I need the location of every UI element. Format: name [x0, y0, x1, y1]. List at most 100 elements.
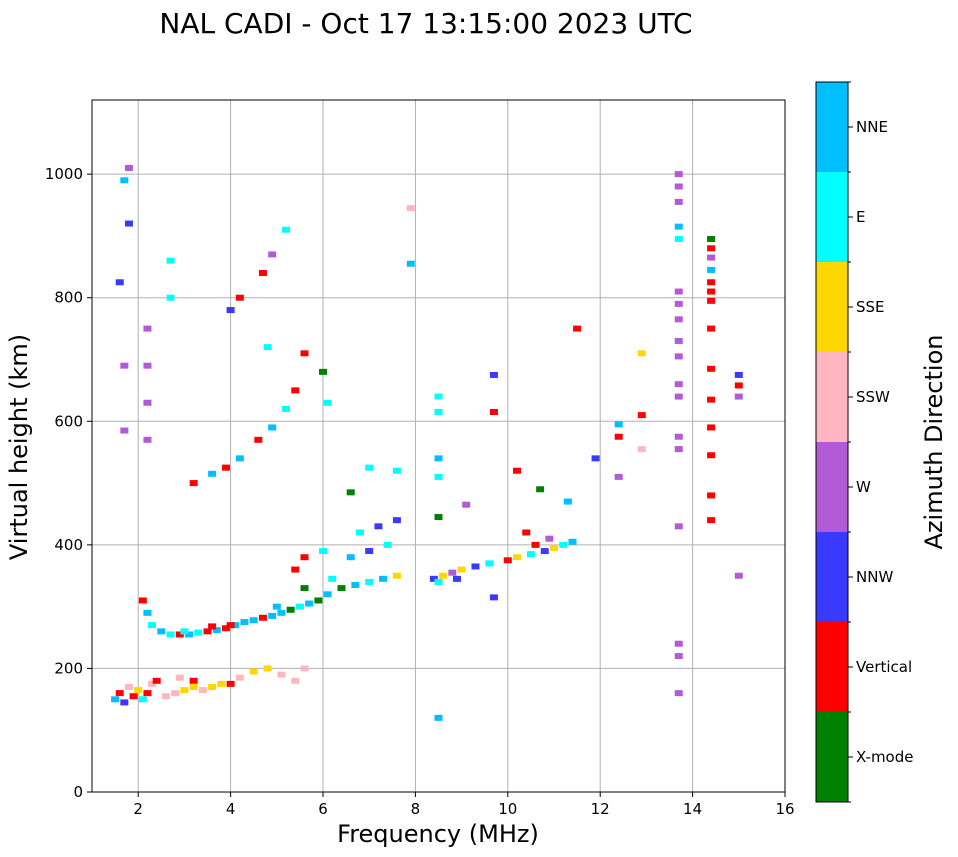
echo-point [254, 436, 263, 443]
echo-point [208, 683, 217, 690]
echo-point [707, 325, 716, 332]
echo-point [614, 473, 623, 480]
colorbar-segment [816, 622, 848, 712]
echo-point [231, 622, 240, 629]
echo-point [166, 294, 175, 301]
echo-point [319, 548, 327, 555]
echo-point [707, 279, 716, 286]
echo-point [258, 270, 267, 276]
colorbar-tick-label: W [856, 478, 871, 496]
echo-point [124, 683, 133, 690]
echo-point [674, 171, 683, 178]
echo-point [674, 337, 683, 344]
echo-point [406, 260, 415, 267]
echo-point [194, 629, 203, 636]
colorbar-segment [816, 442, 848, 532]
echo-point [300, 665, 309, 672]
echo-point [249, 617, 258, 624]
echo-point [319, 368, 327, 375]
echo-point [568, 538, 577, 545]
echo-point [282, 405, 291, 412]
echo-point [707, 245, 716, 252]
colorbar-tick-label: Vertical [856, 658, 912, 676]
echo-point [674, 353, 683, 360]
echo-point [268, 424, 277, 431]
echo-point [120, 362, 129, 369]
echo-point [513, 467, 522, 474]
echo-point [365, 548, 374, 555]
echo-point [707, 396, 716, 403]
colorbar-tick-label: X-mode [856, 748, 913, 766]
echo-point [674, 198, 683, 205]
x-tick-label: 6 [318, 800, 328, 818]
echo-point [674, 236, 683, 243]
echo-point [120, 699, 129, 706]
echo-point [235, 674, 244, 681]
echo-point [674, 316, 683, 323]
echo-point [637, 350, 646, 357]
colorbar-tick-label: E [856, 208, 865, 226]
echo-point [138, 597, 147, 604]
echo-point [148, 680, 157, 687]
echo-point [674, 300, 683, 307]
x-tick-label: 2 [133, 800, 143, 818]
echo-point [434, 393, 443, 400]
echo-point [323, 399, 332, 406]
echo-point [240, 619, 249, 626]
colorbar-segment [816, 352, 848, 442]
colorbar-tick-label: NNE [856, 118, 888, 136]
echo-point [392, 467, 401, 474]
y-tick-label: 1000 [45, 165, 83, 183]
x-tick-label: 8 [411, 800, 421, 818]
echo-point [134, 687, 143, 694]
echo-point [198, 687, 207, 694]
y-axis-ticks: 0 200 400 600 800 1000 [45, 165, 92, 801]
echo-point [300, 350, 309, 357]
echo-point [286, 606, 295, 613]
echo-point [217, 680, 226, 687]
echo-point [226, 622, 235, 629]
echo-point [180, 687, 189, 694]
x-tick-label: 10 [498, 800, 517, 818]
grid-lines [92, 100, 785, 792]
echo-point [263, 665, 272, 672]
echo-point [513, 554, 522, 561]
colorbar-tick-label: SSE [856, 298, 885, 316]
echo-point [111, 696, 120, 703]
echo-point [489, 371, 498, 378]
echo-point [614, 433, 623, 440]
echo-point [637, 446, 646, 453]
echo-point [157, 628, 166, 635]
echo-point [734, 371, 743, 378]
echo-point [374, 523, 383, 530]
echo-point [180, 628, 189, 635]
echo-point [300, 585, 309, 592]
echo-point [120, 177, 129, 184]
echo-point [175, 631, 184, 638]
echo-point [258, 614, 267, 621]
echo-point [235, 455, 244, 462]
echo-point [434, 409, 443, 416]
echo-point [559, 541, 568, 548]
echo-point [674, 640, 683, 647]
echo-point [208, 623, 217, 630]
echo-point [346, 554, 355, 561]
echo-point [448, 569, 457, 576]
echo-point [471, 563, 480, 570]
echo-point [277, 671, 286, 678]
colorbar-label: Azimuth Direction [920, 335, 948, 550]
echo-point [406, 205, 415, 212]
echo-point [203, 628, 212, 635]
echo-point [674, 690, 683, 697]
echo-point [392, 517, 401, 524]
echo-point [124, 220, 133, 227]
x-tick-label: 16 [775, 800, 794, 818]
x-tick-label: 14 [683, 800, 702, 818]
echo-point [143, 325, 152, 332]
echo-point [268, 612, 277, 619]
echo-point [429, 575, 438, 582]
echo-point [148, 622, 157, 629]
echo-point [707, 424, 716, 431]
echo-point [249, 668, 258, 675]
echo-point [522, 529, 531, 536]
